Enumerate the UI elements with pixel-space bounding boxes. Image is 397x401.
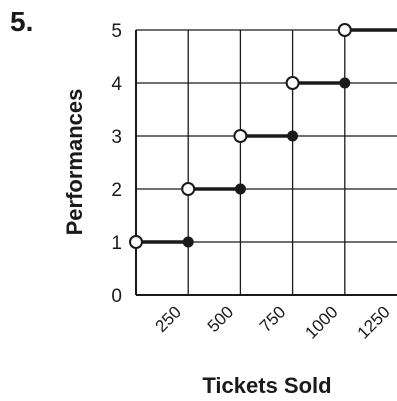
problem-number: 5. (10, 6, 34, 37)
open-endpoint (129, 235, 143, 249)
y-axis-label: Performances (62, 89, 87, 236)
open-endpoint (181, 182, 196, 196)
x-tick-labels: 250 500 750 1000 1250 (152, 302, 394, 342)
y-tick-label: 3 (111, 127, 122, 148)
y-tick-labels: 0 1 2 3 4 5 (111, 21, 122, 307)
y-tick-label: 5 (111, 21, 122, 42)
open-endpoint (233, 129, 248, 143)
x-tick-label: 500 (204, 302, 237, 335)
x-tick-label: 1000 (301, 302, 341, 342)
y-tick-label: 4 (111, 74, 122, 95)
x-axis-label: Tickets Sold (202, 373, 331, 398)
closed-endpoint (234, 183, 246, 195)
closed-endpoint (339, 77, 351, 89)
x-tick-label: 750 (256, 302, 289, 335)
grid (136, 29, 397, 295)
y-tick-label: 2 (111, 180, 122, 201)
axes (135, 30, 397, 296)
closed-endpoint (182, 236, 194, 248)
open-endpoint (337, 23, 352, 37)
step-segments (136, 28, 397, 244)
y-tick-label: 0 (111, 286, 122, 307)
x-tick-label: 1250 (354, 302, 394, 342)
y-tick-label: 1 (111, 233, 122, 254)
closed-endpoint (287, 130, 299, 142)
step-endpoints (129, 23, 352, 249)
x-tick-label: 250 (152, 302, 185, 335)
open-endpoint (285, 76, 300, 90)
